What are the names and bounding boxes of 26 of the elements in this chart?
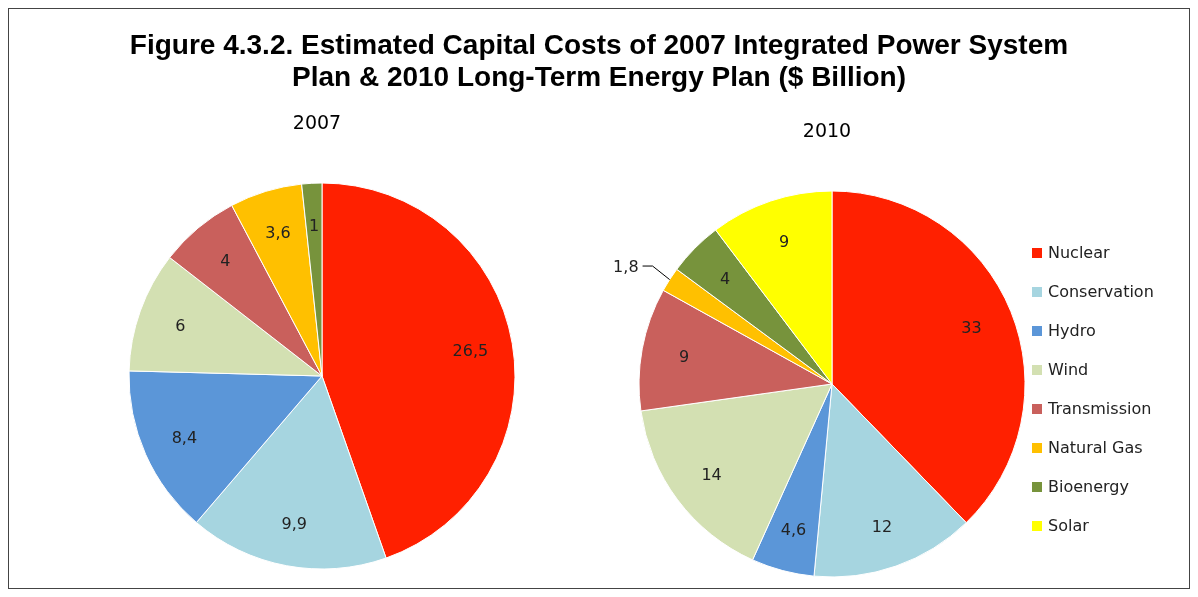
chart-subtitle: 2007 bbox=[291, 111, 343, 135]
data-label: 4,6 bbox=[780, 520, 807, 540]
data-label: 14 bbox=[701, 464, 722, 484]
legend-label: Solar bbox=[1048, 516, 1089, 535]
data-label: 8,4 bbox=[171, 427, 198, 447]
data-label: 9 bbox=[678, 347, 690, 367]
data-label: 1 bbox=[308, 216, 320, 236]
data-label: 12 bbox=[871, 516, 893, 536]
legend-label: Wind bbox=[1048, 360, 1089, 379]
legend-label: Bioenergy bbox=[1048, 477, 1129, 496]
data-label: 3,6 bbox=[265, 222, 291, 242]
legend-label: Natural Gas bbox=[1048, 438, 1143, 457]
data-label: 26,5 bbox=[452, 341, 489, 361]
data-label: 33 bbox=[961, 318, 982, 338]
data-label: 9 bbox=[779, 231, 790, 251]
legend-label: Transmission bbox=[1048, 399, 1152, 418]
data-label: 4 bbox=[220, 251, 231, 271]
text: Figure 4.3.2. Estimated Capital Costs of 2007 Integrated Power System Plan & 2010 Long-Term Energy Plan ($ Billion) bbox=[128, 28, 1070, 93]
legend-label: Nuclear bbox=[1048, 243, 1110, 262]
legend-label: Conservation bbox=[1048, 282, 1154, 301]
chart-title: 2010 bbox=[801, 119, 853, 143]
data-label: 4 bbox=[719, 268, 731, 288]
data-label: 9,9 bbox=[281, 514, 308, 534]
legend-label: Hydro bbox=[1048, 321, 1096, 340]
data-label: 1,8 bbox=[613, 256, 639, 276]
data-label: 6 bbox=[175, 315, 186, 335]
